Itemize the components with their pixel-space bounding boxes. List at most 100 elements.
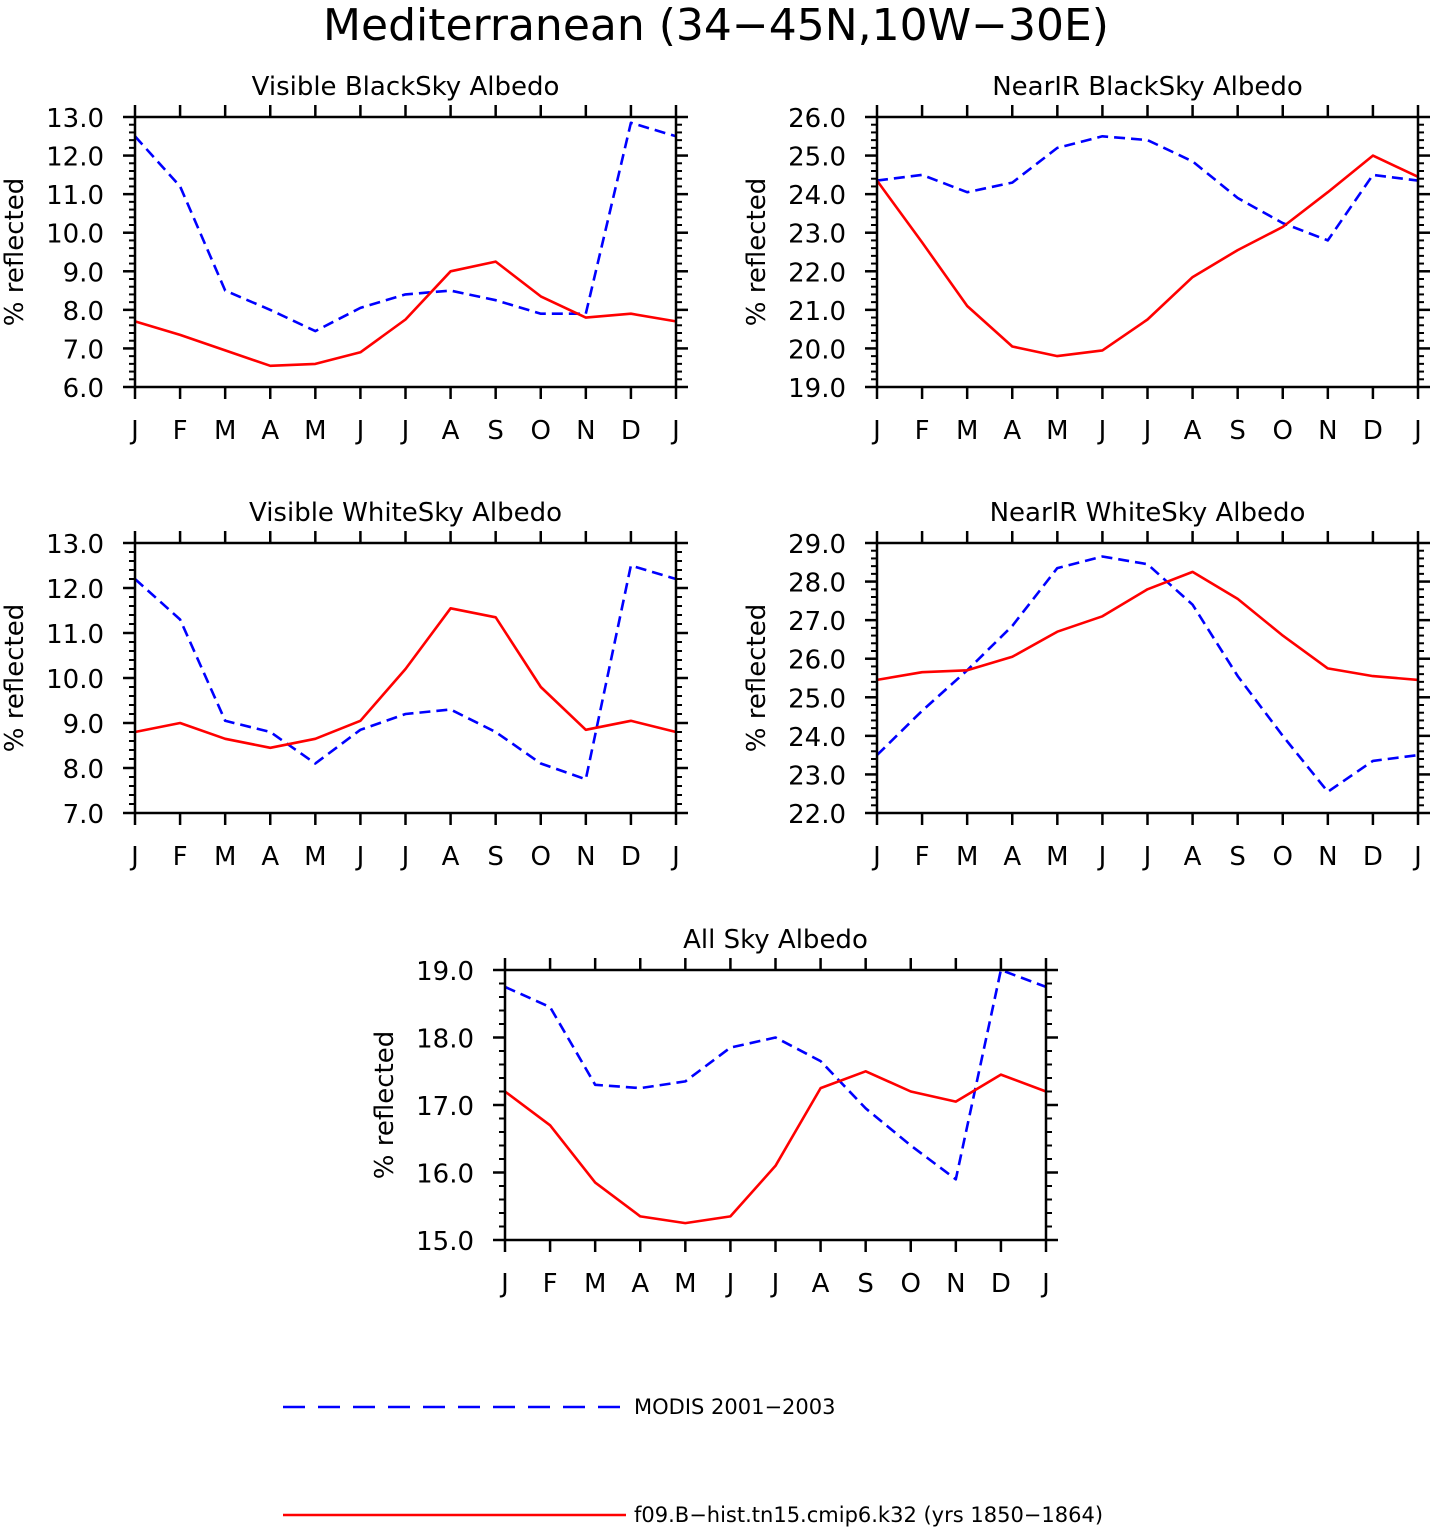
x-tick-label: J — [129, 416, 139, 446]
x-tick-label: F — [173, 842, 188, 872]
y-tick-label: 10.0 — [46, 220, 104, 250]
x-tick-label: A — [812, 1269, 830, 1299]
y-tick-label: 12.0 — [46, 575, 104, 605]
x-tick-label: J — [871, 842, 881, 872]
y-tick-label: 24.0 — [788, 181, 846, 211]
y-tick-label: 16.0 — [416, 1160, 474, 1190]
y-tick-label: 23.0 — [788, 220, 846, 250]
y-tick-label: 7.0 — [63, 800, 104, 830]
y-tick-label: 13.0 — [46, 104, 104, 134]
x-tick-label: A — [442, 416, 460, 446]
y-tick-label: 13.0 — [46, 530, 104, 560]
figure-title: Mediterranean (34−45N,10W−30E) — [323, 0, 1109, 51]
y-tick-label: 18.0 — [416, 1025, 474, 1055]
x-tick-label: J — [725, 1269, 735, 1299]
legend-model-label: f09.B−hist.tn15.cmip6.k32 (yrs 1850−1864… — [634, 1503, 1103, 1527]
series-line-model — [134, 606, 677, 750]
y-tick-label: 25.0 — [788, 684, 846, 714]
y-tick-label: 10.0 — [46, 665, 104, 695]
y-tick-label: 28.0 — [788, 569, 846, 599]
y-tick-label: 22.0 — [788, 258, 846, 288]
y-tick-label: 15.0 — [416, 1227, 474, 1257]
x-tick-label: F — [543, 1269, 558, 1299]
y-tick-label: 8.0 — [63, 755, 104, 785]
x-tick-label: O — [531, 842, 551, 872]
y-tick-label: 25.0 — [788, 143, 846, 173]
series-line-model — [876, 154, 1419, 358]
x-tick-label: N — [946, 1269, 965, 1299]
x-tick-label: M — [956, 842, 978, 872]
x-tick-label: J — [871, 416, 881, 446]
series-line-modis — [876, 135, 1419, 242]
series-line-modis — [134, 121, 677, 333]
x-tick-label: O — [1273, 416, 1293, 446]
x-tick-label: O — [531, 416, 551, 446]
chart-title: NearIR BlackSky Albedo — [992, 72, 1303, 102]
y-axis-label: % reflected — [370, 1031, 400, 1179]
x-tick-label: D — [991, 1269, 1011, 1299]
x-tick-label: N — [576, 416, 595, 446]
x-tick-label: F — [915, 842, 930, 872]
x-tick-label: M — [956, 416, 978, 446]
x-tick-label: S — [1229, 416, 1246, 446]
x-tick-label: J — [129, 842, 139, 872]
x-tick-label: J — [355, 842, 365, 872]
x-tick-label: O — [901, 1269, 921, 1299]
y-tick-label: 17.0 — [416, 1092, 474, 1122]
y-axis-label: % reflected — [0, 178, 30, 326]
chart-title: NearIR WhiteSky Albedo — [990, 498, 1306, 528]
x-tick-label: J — [499, 1269, 509, 1299]
x-tick-label: S — [487, 416, 504, 446]
x-tick-label: M — [214, 842, 236, 872]
x-tick-label: J — [1097, 842, 1107, 872]
x-tick-label: J — [670, 416, 680, 446]
x-tick-label: N — [1318, 416, 1337, 446]
y-tick-label: 9.0 — [63, 258, 104, 288]
series-line-modis — [876, 555, 1419, 794]
x-tick-label: M — [674, 1269, 696, 1299]
x-tick-label: M — [584, 1269, 606, 1299]
series-line-model — [876, 570, 1419, 682]
y-tick-label: 27.0 — [788, 607, 846, 637]
x-tick-label: M — [214, 416, 236, 446]
x-tick-label: M — [304, 416, 326, 446]
series-line-model — [504, 1070, 1047, 1225]
x-tick-label: J — [1040, 1269, 1050, 1299]
y-axis-label: % reflected — [742, 178, 772, 326]
x-tick-label: S — [487, 842, 504, 872]
y-tick-label: 8.0 — [63, 297, 104, 327]
chart-title: Visible BlackSky Albedo — [252, 72, 560, 102]
x-tick-label: J — [670, 842, 680, 872]
x-tick-label: J — [355, 416, 365, 446]
x-tick-label: J — [770, 1269, 780, 1299]
x-tick-label: M — [1046, 416, 1068, 446]
y-tick-label: 26.0 — [788, 646, 846, 676]
x-tick-label: D — [1363, 842, 1383, 872]
x-tick-label: J — [1097, 416, 1107, 446]
x-tick-label: A — [261, 416, 279, 446]
x-tick-label: A — [261, 842, 279, 872]
x-tick-label: F — [915, 416, 930, 446]
y-tick-label: 12.0 — [46, 143, 104, 173]
legend-modis-label: MODIS 2001−2003 — [634, 1395, 836, 1419]
x-tick-label: D — [621, 842, 641, 872]
y-tick-label: 22.0 — [788, 800, 846, 830]
x-tick-label: A — [1003, 416, 1021, 446]
x-tick-label: J — [1412, 416, 1422, 446]
x-tick-label: J — [400, 842, 410, 872]
y-tick-label: 24.0 — [788, 723, 846, 753]
x-tick-label: N — [576, 842, 595, 872]
x-tick-label: F — [173, 416, 188, 446]
x-tick-label: M — [304, 842, 326, 872]
x-tick-label: A — [631, 1269, 649, 1299]
x-tick-label: A — [1003, 842, 1021, 872]
x-tick-label: J — [400, 416, 410, 446]
chart-title: All Sky Albedo — [683, 925, 868, 955]
x-tick-label: M — [1046, 842, 1068, 872]
